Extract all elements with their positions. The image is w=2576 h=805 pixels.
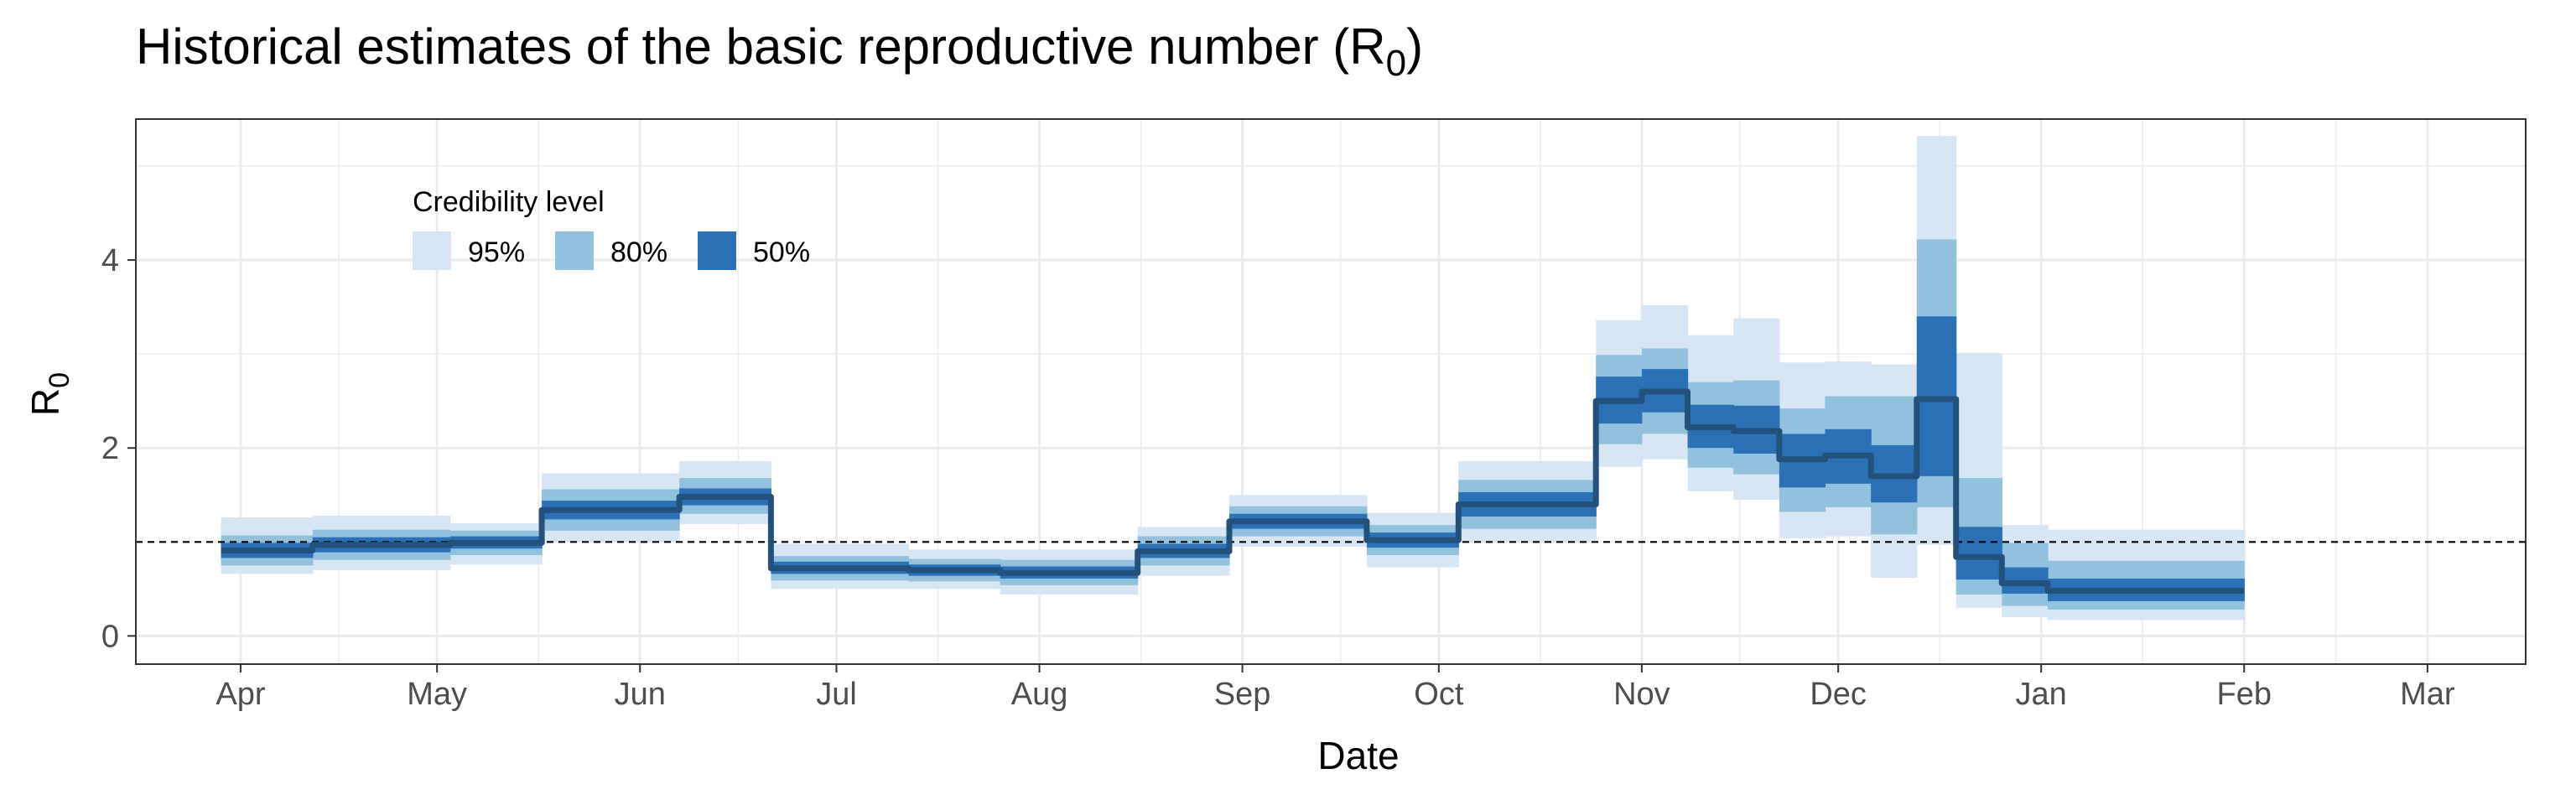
y-axis: 0 2 4 — [101, 243, 136, 654]
x-tick-label: Aug — [1011, 677, 1068, 712]
chart-title-close: ) — [1406, 18, 1423, 75]
y-axis-title-subscript: 0 — [44, 372, 75, 388]
x-tick-label: Nov — [1613, 677, 1670, 712]
chart-title-main: Historical estimates of the basic reprod… — [136, 18, 1386, 75]
ci50-band-segment — [1955, 527, 2002, 580]
x-tick-label: Dec — [1810, 677, 1867, 712]
x-tick-label: Oct — [1414, 677, 1464, 712]
grid — [136, 119, 2526, 664]
y-tick-label: 2 — [101, 431, 119, 466]
legend-title: Credibility level — [413, 186, 605, 218]
x-tick-label: Jan — [2016, 677, 2067, 712]
y-tick-label: 0 — [101, 619, 119, 654]
x-tick-label: Feb — [2217, 677, 2272, 712]
legend-label: 95% — [468, 236, 525, 268]
median-line — [221, 388, 2245, 595]
chart-title-subscript: 0 — [1386, 43, 1406, 84]
legend: Credibility level 95% 80% 50% — [413, 186, 810, 270]
x-tick-label: May — [407, 677, 467, 712]
y-tick-label: 4 — [101, 243, 119, 278]
legend-label: 50% — [753, 236, 810, 268]
x-tick-label: Jun — [615, 677, 666, 712]
y-axis-title-main: R — [23, 388, 67, 416]
chart-title: Historical estimates of the basic reprod… — [136, 18, 1423, 84]
x-axis-title: Date — [1317, 734, 1399, 777]
x-tick-label: Sep — [1214, 677, 1271, 712]
x-tick-label: Apr — [216, 677, 265, 712]
x-tick-label: Jul — [816, 677, 857, 712]
x-axis: Apr May Jun Jul Aug Sep Oct Nov Dec Jan Feb Mar — [216, 664, 2455, 712]
y-axis-title: R0 — [23, 372, 75, 416]
legend-swatch — [555, 231, 594, 270]
plot-panel-border — [135, 118, 2527, 665]
legend-label: 80% — [610, 236, 667, 268]
legend-swatch — [698, 231, 736, 270]
x-tick-label: Mar — [2400, 677, 2455, 712]
legend-swatch — [413, 231, 451, 270]
legend-items: 95% 80% 50% — [413, 231, 810, 270]
